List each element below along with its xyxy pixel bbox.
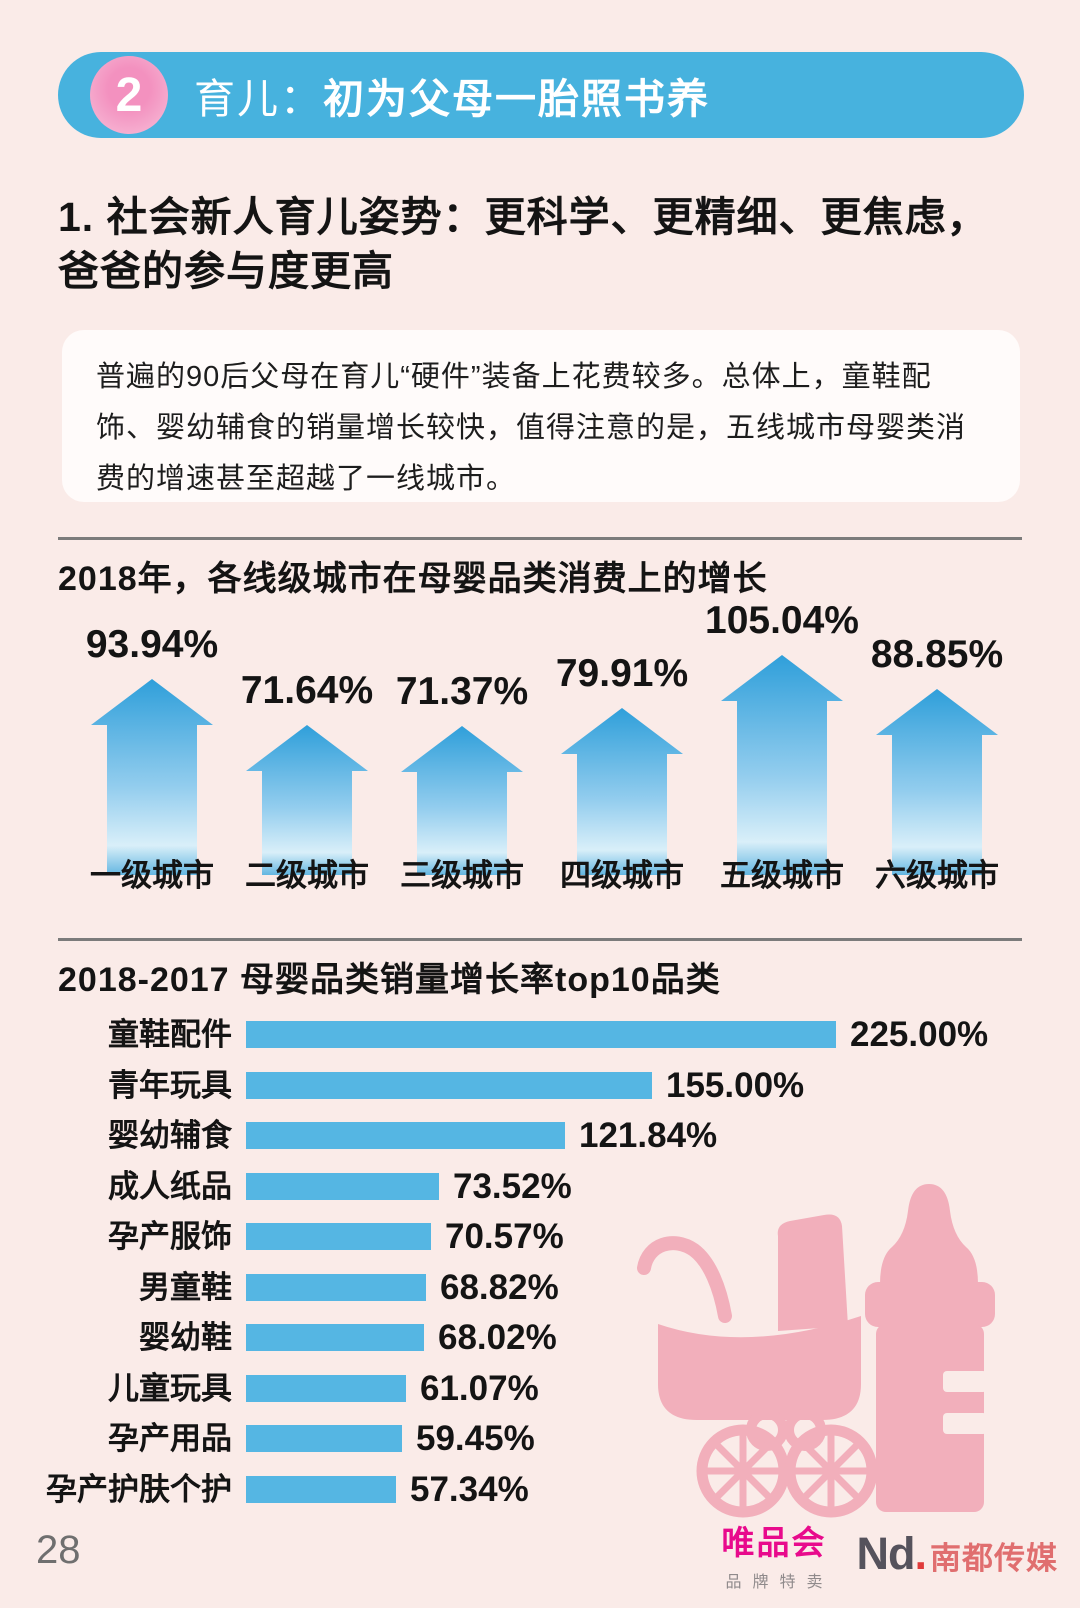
bar-category-label: 孕产护肤个护 bbox=[46, 1472, 232, 1507]
bar-value-label: 68.02% bbox=[438, 1318, 557, 1357]
bar-row: 男童鞋 68.82% bbox=[0, 1263, 1080, 1313]
nandu-logo-mark: Nd. bbox=[856, 1528, 926, 1579]
intro-text-box: 普遍的90后父母在育儿“硬件”装备上花费较多。总体上，童鞋配饰、婴幼辅食的销量增… bbox=[62, 330, 1020, 502]
vipshop-logo: 唯品会 品牌特卖 bbox=[721, 1516, 826, 1592]
arrow-category-label: 三级城市 bbox=[400, 858, 524, 893]
bar-value-label: 121.84% bbox=[579, 1116, 718, 1155]
bar-fill bbox=[246, 1324, 424, 1351]
bar-value-label: 155.00% bbox=[666, 1066, 805, 1105]
bar-row: 孕产用品 59.45% bbox=[0, 1414, 1080, 1464]
section-banner-title: 育儿：初为父母一胎照书养 bbox=[194, 65, 710, 125]
bar-value-label: 73.52% bbox=[453, 1167, 572, 1206]
bar-category-label: 孕产用品 bbox=[108, 1421, 232, 1456]
bar-fill bbox=[246, 1122, 565, 1149]
bar-value-label: 59.45% bbox=[416, 1419, 535, 1458]
divider bbox=[58, 537, 1022, 540]
arrow-value-label: 93.94% bbox=[85, 623, 219, 666]
bar-fill bbox=[246, 1375, 406, 1402]
arrow-category-label: 六级城市 bbox=[875, 858, 999, 893]
nandu-logo-dot: . bbox=[914, 1528, 926, 1579]
bar-row: 孕产护肤个护 57.34% bbox=[0, 1465, 1080, 1515]
bar-fill bbox=[246, 1021, 836, 1048]
bar-category-label: 儿童玩具 bbox=[108, 1371, 232, 1406]
bar-fill bbox=[246, 1223, 431, 1250]
baby-stroller-and-bottle-illustration bbox=[637, 1184, 995, 1518]
bar-category-label: 婴幼鞋 bbox=[139, 1320, 232, 1355]
arrow-value-label: 71.37% bbox=[395, 670, 529, 713]
arrow-value-label: 88.85% bbox=[870, 633, 1004, 676]
bar-row: 孕产服饰 70.57% bbox=[0, 1212, 1080, 1262]
section-banner: 2 育儿：初为父母一胎照书养 bbox=[58, 52, 1024, 138]
bar-fill bbox=[246, 1476, 396, 1503]
city-growth-arrow-chart: 93.94% 一级城市 71.64% 二级城市 71.37% 三级城市 79.91% 四级城市… bbox=[85, 599, 1004, 893]
bar-value-label: 61.07% bbox=[420, 1369, 539, 1408]
divider bbox=[58, 938, 1022, 941]
up-arrow-bar bbox=[876, 689, 998, 875]
vipshop-logo-text: 唯品会 bbox=[721, 1524, 827, 1561]
bar-row: 婴幼鞋 68.02% bbox=[0, 1313, 1080, 1363]
footer-logos: 唯品会 品牌特卖 Nd. 南都传媒 bbox=[721, 1516, 1058, 1592]
arrow-category-label: 一级城市 bbox=[90, 858, 214, 893]
bar-row: 儿童玩具 61.07% bbox=[0, 1364, 1080, 1414]
bar-category-label: 男童鞋 bbox=[139, 1270, 232, 1305]
banner-title-prefix: 育儿： bbox=[194, 76, 323, 122]
bar-value-label: 70.57% bbox=[445, 1217, 564, 1256]
section-heading: 1. 社会新人育儿姿势：更科学、更精细、更焦虑， 爸爸的参与度更高 bbox=[58, 194, 989, 295]
arrow-value-label: 71.64% bbox=[240, 669, 374, 712]
bar-value-label: 57.34% bbox=[410, 1470, 529, 1509]
bar-category-label: 孕产服饰 bbox=[108, 1219, 232, 1254]
baby-bottle-icon bbox=[865, 1184, 995, 1512]
up-arrow-bar bbox=[721, 655, 843, 875]
arrow-value-label: 105.04% bbox=[705, 599, 859, 642]
arrow-value-label: 79.91% bbox=[555, 652, 689, 695]
bar-row: 婴幼辅食 121.84% bbox=[0, 1111, 1080, 1161]
arrow-category-label: 五级城市 bbox=[720, 858, 844, 893]
bar-category-label: 童鞋配件 bbox=[108, 1017, 232, 1052]
bar-chart-title: 2018-2017 母婴品类销量增长率top10品类 bbox=[58, 961, 721, 999]
nandu-media-logo: Nd. 南都传媒 bbox=[856, 1528, 1058, 1580]
bar-category-label: 青年玩具 bbox=[108, 1068, 232, 1103]
bar-fill bbox=[246, 1425, 402, 1452]
page-number: 28 bbox=[36, 1528, 81, 1572]
banner-title-main: 初为父母一胎照书养 bbox=[323, 76, 710, 122]
vipshop-logo-subtext: 品牌特卖 bbox=[725, 1574, 834, 1591]
bar-row: 童鞋配件 225.00% bbox=[0, 1010, 1080, 1060]
arrow-category-label: 二级城市 bbox=[245, 858, 369, 893]
up-arrow-bar bbox=[561, 708, 683, 875]
section-number-badge: 2 bbox=[90, 56, 168, 134]
bar-fill bbox=[246, 1274, 426, 1301]
up-arrow-bar bbox=[246, 725, 368, 875]
bar-fill bbox=[246, 1072, 652, 1099]
up-arrow-bar bbox=[91, 679, 213, 875]
nandu-logo-text: 南都传媒 bbox=[930, 1541, 1058, 1576]
bar-fill bbox=[246, 1173, 439, 1200]
arrow-category-label: 四级城市 bbox=[560, 858, 684, 893]
arrow-chart-title: 2018年，各线级城市在母婴品类消费上的增长 bbox=[58, 560, 768, 598]
bar-value-label: 68.82% bbox=[440, 1268, 559, 1307]
bar-category-label: 成人纸品 bbox=[108, 1169, 232, 1204]
bar-category-label: 婴幼辅食 bbox=[108, 1118, 232, 1153]
stroller-icon bbox=[637, 1214, 878, 1518]
bar-row: 成人纸品 73.52% bbox=[0, 1162, 1080, 1212]
bar-row: 青年玩具 155.00% bbox=[0, 1061, 1080, 1111]
bar-value-label: 225.00% bbox=[850, 1015, 989, 1054]
up-arrow-bar bbox=[401, 726, 523, 875]
